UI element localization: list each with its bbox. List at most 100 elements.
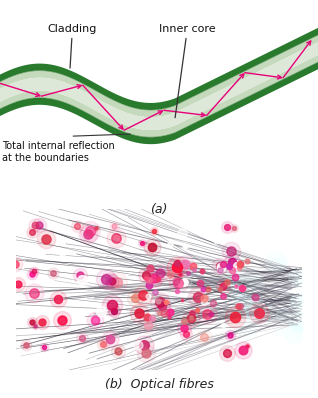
Point (158, 298, 163, 305)
Point (39, 319, 45, 325)
Point (173, 278, 178, 284)
Point (33, 322, 38, 329)
Point (136, 342, 141, 348)
Point (290, 318, 295, 325)
Point (237, 303, 242, 309)
Point (50, 270, 55, 276)
Point (202, 334, 207, 340)
Point (194, 307, 199, 313)
Point (301, 322, 306, 328)
Point (175, 264, 180, 270)
Point (221, 322, 226, 328)
Point (74, 223, 80, 229)
Point (294, 274, 299, 280)
Point (32, 268, 37, 275)
Text: (b)  Optical fibres: (b) Optical fibres (105, 378, 213, 390)
Point (294, 324, 299, 331)
Point (158, 298, 163, 305)
Point (234, 263, 239, 269)
Point (310, 313, 315, 320)
Point (162, 310, 167, 316)
Point (79, 335, 84, 341)
Point (132, 295, 137, 301)
Point (202, 334, 207, 340)
Point (241, 346, 246, 353)
Point (183, 330, 189, 337)
Point (164, 310, 169, 316)
Point (205, 311, 210, 317)
Point (266, 310, 272, 316)
Text: Inner core: Inner core (159, 24, 216, 118)
Point (231, 287, 236, 293)
Point (221, 282, 226, 289)
Point (139, 240, 144, 246)
Point (108, 336, 113, 342)
Point (139, 240, 144, 246)
Point (284, 292, 289, 298)
Point (192, 267, 197, 273)
Point (218, 267, 223, 273)
Point (220, 293, 225, 299)
Point (136, 310, 141, 316)
Point (252, 293, 257, 300)
Point (112, 222, 117, 229)
Point (59, 317, 64, 324)
Point (108, 336, 113, 342)
Point (157, 310, 162, 316)
Point (214, 238, 219, 244)
Point (175, 279, 180, 286)
Point (175, 259, 180, 265)
Point (200, 267, 205, 274)
Point (152, 275, 157, 281)
Point (15, 281, 20, 287)
Point (155, 275, 160, 282)
Point (103, 275, 108, 282)
Point (288, 275, 293, 281)
Point (183, 330, 189, 337)
Point (175, 264, 180, 270)
Point (155, 298, 160, 304)
Point (59, 317, 64, 324)
Point (225, 350, 230, 356)
Point (254, 308, 259, 315)
Point (167, 270, 172, 277)
Point (227, 332, 232, 338)
Point (94, 225, 99, 232)
Point (218, 264, 224, 270)
Point (237, 261, 242, 267)
Point (241, 346, 246, 353)
Point (115, 348, 120, 354)
Point (113, 234, 118, 241)
Point (29, 319, 34, 325)
Point (228, 248, 233, 254)
Point (225, 350, 230, 356)
Point (79, 335, 84, 341)
Point (113, 234, 118, 241)
Point (56, 296, 61, 302)
Point (74, 223, 80, 229)
Point (107, 277, 112, 284)
Point (41, 343, 46, 350)
Point (107, 277, 112, 284)
Point (114, 279, 119, 285)
Point (167, 240, 172, 247)
Point (86, 230, 91, 237)
Point (256, 309, 261, 316)
Point (168, 309, 173, 315)
Point (229, 259, 234, 265)
Point (195, 294, 200, 300)
Point (229, 259, 234, 265)
Point (36, 222, 41, 228)
Point (240, 301, 245, 308)
Point (236, 265, 241, 272)
Point (56, 296, 61, 302)
Point (233, 283, 238, 289)
Point (251, 275, 256, 281)
Point (183, 242, 188, 249)
Point (78, 271, 83, 278)
Point (59, 253, 65, 259)
Point (206, 286, 211, 293)
Point (141, 292, 146, 298)
Point (15, 281, 20, 287)
Point (144, 275, 149, 281)
